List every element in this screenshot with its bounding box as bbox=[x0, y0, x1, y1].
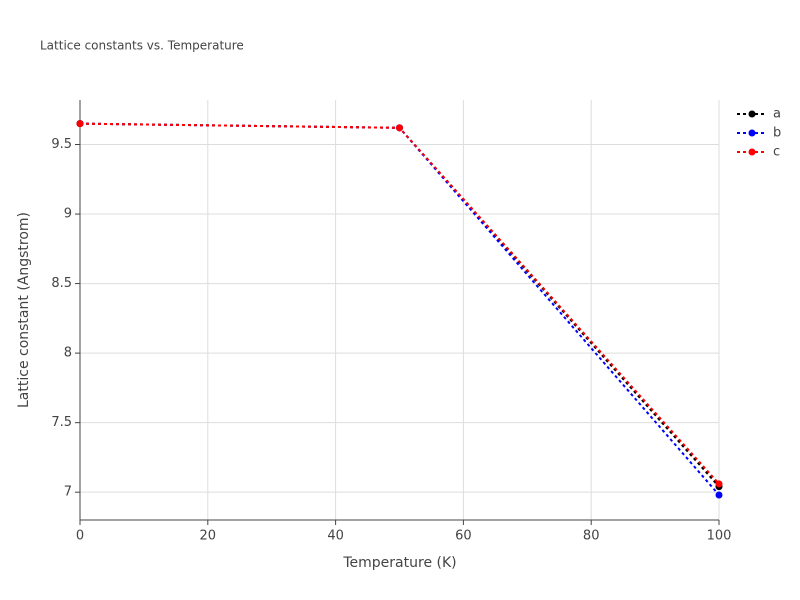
y-tick-label: 7.5 bbox=[51, 415, 72, 430]
point bbox=[715, 491, 723, 499]
point bbox=[715, 480, 723, 488]
series-line bbox=[79, 122, 720, 485]
y-tick-label: 9 bbox=[64, 207, 72, 222]
x-axis-title: Temperature (K) bbox=[342, 555, 456, 571]
legend-label: a bbox=[773, 107, 781, 122]
y-tick-label: 8.5 bbox=[51, 276, 72, 291]
y-tick-label: 9.5 bbox=[51, 137, 72, 152]
legend-label: b bbox=[773, 126, 781, 141]
x-tick-label: 20 bbox=[200, 529, 217, 544]
series-line bbox=[79, 122, 720, 488]
legend-label: c bbox=[773, 145, 780, 160]
y-axis-title: Lattice constant (Angstrom) bbox=[16, 212, 32, 408]
point bbox=[396, 124, 403, 132]
series-line bbox=[79, 122, 720, 496]
y-tick-label: 8 bbox=[64, 346, 72, 361]
x-tick-label: 100 bbox=[707, 529, 732, 544]
legend-marker bbox=[748, 148, 756, 156]
y-tick-label: 7 bbox=[64, 485, 72, 500]
chart-title: Lattice constants vs. Temperature bbox=[40, 39, 244, 53]
x-tick-label: 60 bbox=[455, 529, 472, 544]
x-tick-label: 40 bbox=[327, 529, 344, 544]
x-tick-label: 0 bbox=[76, 529, 84, 544]
x-tick-label: 80 bbox=[583, 529, 600, 544]
point bbox=[76, 120, 84, 128]
legend-marker bbox=[748, 129, 756, 137]
legend-marker bbox=[748, 110, 756, 118]
